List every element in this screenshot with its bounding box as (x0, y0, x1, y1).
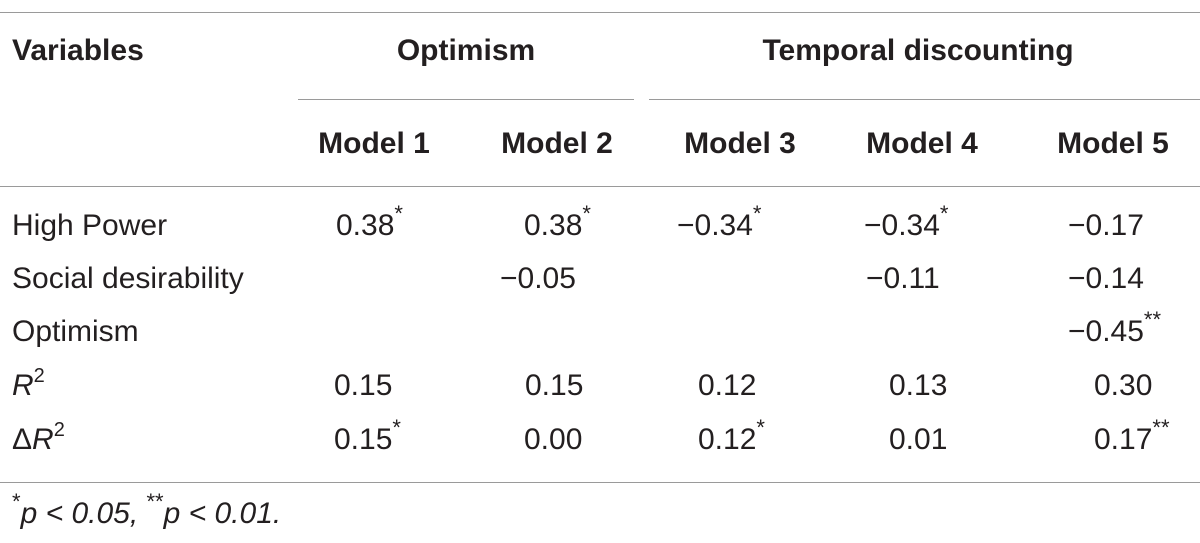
table-cell: 0.13 (889, 369, 948, 402)
table-cell: −0.05 (500, 262, 576, 295)
temporal-discounting-group-header: Temporal discounting (762, 34, 1074, 67)
table-cell: 0.00 (524, 423, 583, 456)
table-cell: −0.17 (1068, 209, 1144, 242)
table-cell: 0.12 (698, 369, 757, 402)
delta-symbol: Δ (12, 423, 33, 456)
table-cell: 0.15* (334, 415, 401, 457)
row-label-social-desirability: Social desirability (12, 262, 244, 295)
temporal-group-rule (649, 99, 1200, 100)
table-cell: 0.15 (525, 369, 584, 402)
table-cell: 0.01 (889, 423, 948, 456)
r-symbol: R (32, 423, 54, 456)
table-cell: −0.14 (1068, 262, 1144, 295)
table-cell: 0.38* (336, 201, 403, 243)
row-label-r-squared: R2 (12, 365, 45, 404)
table-cell: 0.12* (698, 415, 765, 457)
table-cell: −0.45** (1068, 307, 1162, 349)
r-superscript: 2 (33, 365, 45, 387)
table-cell: 0.17** (1094, 415, 1170, 457)
top-rule (0, 12, 1200, 13)
r-superscript: 2 (53, 419, 65, 441)
variables-header: Variables (12, 34, 144, 67)
optimism-group-header: Optimism (396, 34, 536, 67)
header-bottom-rule (0, 186, 1200, 187)
model-1-header: Model 1 (318, 127, 430, 160)
optimism-group-rule (298, 99, 634, 100)
model-4-header: Model 4 (866, 127, 978, 160)
model-5-header: Model 5 (1057, 127, 1169, 160)
r-symbol: R (12, 369, 34, 402)
table-cell: 0.30 (1094, 369, 1153, 402)
row-label-high-power: High Power (12, 209, 168, 242)
model-2-header: Model 2 (501, 127, 613, 160)
footnote-double-star: ** (146, 489, 164, 514)
table-cell: −0.34* (864, 201, 949, 243)
table-cell: 0.38* (524, 201, 591, 243)
table-cell: −0.11 (866, 262, 940, 295)
table-cell: −0.34* (677, 201, 762, 243)
footnote-star: * (12, 489, 21, 514)
row-label-delta-r-squared: ΔR2 (12, 419, 65, 458)
table-footnote: *p < 0.05, **p < 0.01. (12, 489, 282, 531)
table-cell: 0.15 (334, 369, 393, 402)
row-label-optimism: Optimism (12, 315, 139, 348)
body-bottom-rule (0, 482, 1200, 483)
model-3-header: Model 3 (684, 127, 796, 160)
